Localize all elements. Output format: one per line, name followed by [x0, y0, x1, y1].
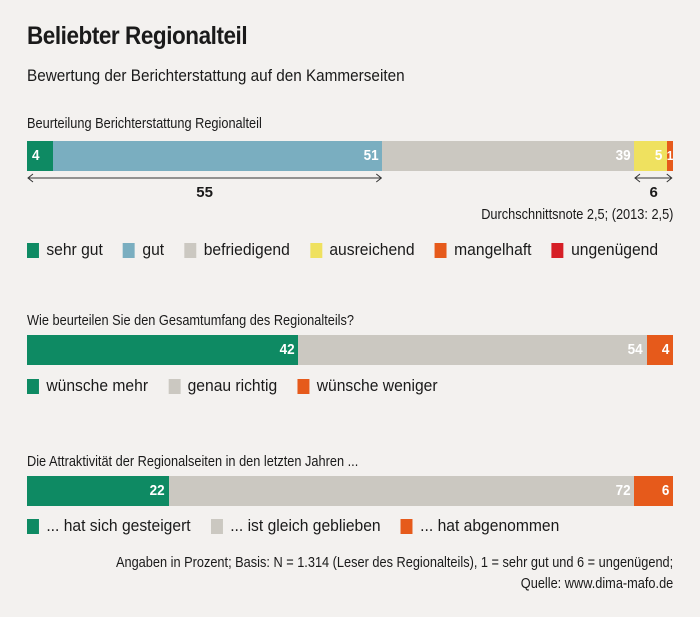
legend-item: sehr gut [27, 240, 103, 260]
bracket-label-6: 6 [649, 184, 658, 201]
bar-segment-hat-sich-gesteigert: 22 [27, 476, 170, 506]
data-label: 5 [655, 147, 663, 164]
data-label: 6 [661, 482, 669, 499]
stacked-bar-2: 42 54 4 [27, 335, 673, 365]
legend-label: ungenügend [571, 240, 659, 259]
legend-swatch [551, 242, 564, 258]
question-label-3: Die Attraktivität der Regionalseiten in … [27, 454, 359, 470]
data-label: 4 [661, 341, 669, 358]
bracket-arrow-6 [634, 173, 673, 183]
legend-label: genau richtig [187, 376, 278, 395]
legend-item: ausreichend [310, 240, 415, 260]
chart-title: Beliebter Regionalteil [27, 22, 248, 50]
data-label: 54 [628, 341, 644, 358]
legend-label: gut [142, 240, 165, 259]
legend-label: ... ist gleich geblieben [230, 516, 381, 535]
legend-label: ausreichend [329, 240, 415, 259]
legend-label: befriedigend [203, 240, 290, 259]
legend-swatch [27, 518, 39, 534]
data-label: 39 [615, 147, 631, 164]
legend-item: ... ist gleich geblieben [210, 516, 381, 536]
legend-swatch [210, 518, 223, 534]
question-label-1: Beurteilung Berichterstattung Regionalte… [27, 116, 262, 132]
legend-item: wünsche mehr [27, 376, 148, 396]
data-label: 22 [150, 482, 166, 499]
bracket-arrow-55 [27, 173, 383, 183]
legend-swatch [27, 378, 39, 394]
legend-label: ... hat sich gesteigert [46, 516, 191, 535]
legend-2: wünsche mehr genau richtig wünsche weniger [27, 376, 438, 396]
legend-swatch [168, 378, 181, 394]
footer-basis-note: Angaben in Prozent; Basis: N = 1.314 (Le… [115, 555, 673, 571]
bar-segment-befriedigend: 39 [382, 141, 635, 171]
bar-segment-sehr-gut: 4 [27, 141, 53, 171]
footer-source: Quelle: www.dima-mafo.de [520, 576, 673, 592]
legend-item: genau richtig [168, 376, 277, 396]
bar-segment-wünsche-mehr: 42 [27, 335, 299, 365]
legend-swatch [184, 242, 197, 258]
legend-swatch [27, 242, 39, 258]
question-label-2: Wie beurteilen Sie den Gesamtumfang des … [27, 313, 354, 329]
legend-item: befriedigend [184, 240, 290, 260]
legend-swatch [297, 378, 310, 394]
legend-item: wünsche weniger [297, 376, 438, 396]
legend-swatch [310, 242, 323, 258]
chart-subtitle: Bewertung der Berichterstattung auf den … [27, 66, 405, 85]
legend-label: wünsche weniger [316, 376, 438, 395]
bar-segment-ist-gleich-geblieben: 72 [169, 476, 635, 506]
legend-swatch [400, 518, 413, 534]
data-label: 1 [666, 148, 673, 163]
legend-label: mangelhaft [454, 240, 532, 259]
legend-3: ... hat sich gesteigert ... ist gleich ge… [27, 516, 559, 536]
data-label: 72 [615, 482, 631, 499]
legend-label: sehr gut [46, 240, 103, 259]
bar-segment-mangelhaft: 1 [666, 141, 673, 171]
legend-swatch [123, 242, 136, 258]
legend-swatch [434, 242, 447, 258]
legend-label: ... hat abgenommen [420, 516, 560, 535]
bracket-label-55: 55 [196, 184, 213, 201]
legend-item: gut [123, 240, 164, 260]
legend-item: mangelhaft [434, 240, 532, 260]
legend-item: ... hat sich gesteigert [27, 516, 191, 536]
stacked-bar-1: 4 51 39 5 1 [27, 141, 673, 171]
bar-segment-genau-richtig: 54 [298, 335, 648, 365]
legend-label: wünsche mehr [46, 376, 149, 395]
bar-segment-hat-abgenommen: 6 [634, 476, 673, 506]
legend-1: sehr gut gut befriedigend ausreichend mangel… [27, 240, 658, 260]
bar-segment-wünsche-weniger: 4 [647, 335, 673, 365]
average-note: Durchschnittsnote 2,5; (2013: 2,5) [480, 207, 673, 223]
data-label: 42 [279, 341, 295, 358]
data-label: 51 [363, 147, 379, 164]
legend-item: ungenügend [551, 240, 659, 260]
stacked-bar-3: 22 72 6 [27, 476, 673, 506]
bar-segment-gut: 51 [52, 141, 383, 171]
bar-segment-ausreichend: 5 [634, 141, 667, 171]
legend-item: ... hat abgenommen [400, 516, 560, 536]
data-label: 4 [32, 147, 40, 164]
